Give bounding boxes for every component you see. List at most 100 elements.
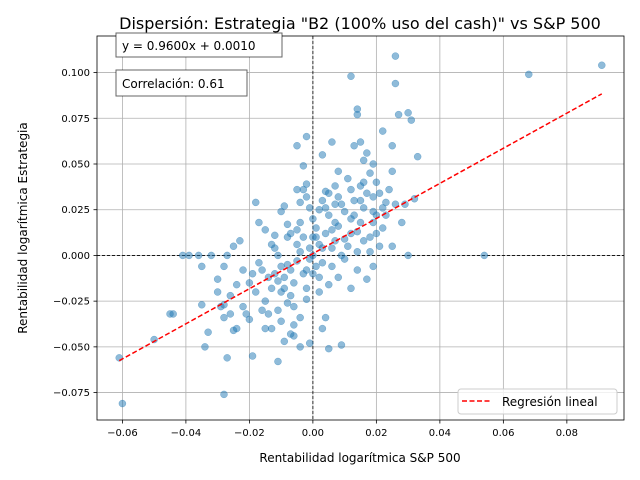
scatter-point <box>236 237 244 245</box>
scatter-point <box>299 269 308 278</box>
y-tick-label: −0.050 <box>53 342 90 353</box>
scatter-point <box>296 218 304 227</box>
scatter-point <box>480 251 489 260</box>
scatter-point <box>347 72 355 80</box>
scatter-point <box>369 160 377 168</box>
scatter-point <box>359 156 368 165</box>
scatter-point <box>198 262 206 271</box>
scatter-point <box>404 109 412 117</box>
scatter-point <box>356 196 365 205</box>
scatter-point <box>325 211 333 219</box>
scatter-point <box>232 280 241 289</box>
y-tick-label: −0.075 <box>53 388 90 399</box>
equation-text: y = 0.9600x + 0.0010 <box>122 39 256 53</box>
scatter-point <box>290 279 298 287</box>
scatter-point <box>350 211 358 219</box>
scatter-point <box>251 198 260 207</box>
x-tick-label: 0.08 <box>556 428 578 439</box>
scatter-point <box>347 284 355 293</box>
scatter-point <box>525 70 533 79</box>
scatter-point <box>286 291 295 300</box>
scatter-point <box>169 310 177 318</box>
scatter-point <box>366 233 374 241</box>
scatter-point <box>309 233 317 241</box>
legend-label: Regresión lineal <box>502 395 598 409</box>
scatter-point <box>334 273 343 282</box>
scatter-point <box>318 151 327 159</box>
scatter-point <box>118 399 127 408</box>
y-axis-ticks: −0.075 −0.050 −0.025 0.000 0.025 0.050 0.075 0.… <box>53 68 97 399</box>
equation-annotation: y = 0.9600x + 0.0010 <box>115 32 283 58</box>
scatter-point <box>309 215 317 223</box>
scatter-point <box>366 169 374 177</box>
scatter-point <box>305 204 314 212</box>
scatter-point <box>286 229 295 238</box>
scatter-point <box>388 242 396 251</box>
x-tick-label: 0.04 <box>429 428 451 439</box>
scatter-point <box>378 224 387 232</box>
scatter-point <box>293 185 301 194</box>
scatter-point <box>353 248 362 256</box>
scatter-point <box>331 182 339 190</box>
scatter-point <box>226 310 235 318</box>
scatter-point <box>315 205 323 214</box>
chart-title: Dispersión: Estrategia "B2 (100% uso del… <box>119 14 601 33</box>
scatter-point <box>407 116 416 124</box>
scatter-point <box>359 178 368 187</box>
scatter-point <box>248 269 257 278</box>
scatter-point <box>245 279 254 287</box>
scatter-point <box>271 231 279 240</box>
scatter-point <box>274 357 282 366</box>
scatter-point <box>296 343 304 351</box>
scatter-point <box>372 229 381 238</box>
legend: Regresión lineal <box>457 388 618 415</box>
scatter-point <box>248 352 257 360</box>
x-tick-label: 0.02 <box>365 428 387 439</box>
scatter-point <box>321 229 330 238</box>
scatter-point <box>232 324 241 333</box>
scatter-point <box>398 218 406 227</box>
scatter-point <box>363 189 371 198</box>
y-tick-label: 0.000 <box>61 251 90 262</box>
scatter-point <box>315 273 323 282</box>
x-tick-label: −0.04 <box>171 428 202 439</box>
scatter-point <box>331 200 339 208</box>
scatter-point <box>277 317 285 326</box>
scatter-point <box>331 218 339 227</box>
scatter-point <box>302 132 311 141</box>
scatter-point <box>369 193 377 201</box>
scatter-point <box>293 226 301 234</box>
correlation-text: Correlación: 0.61 <box>122 77 225 91</box>
scatter-point <box>302 284 311 293</box>
scatter-point <box>277 262 285 271</box>
scatter-point <box>325 280 333 289</box>
scatter-point <box>325 344 333 353</box>
scatter-point <box>372 178 381 187</box>
scatter-point <box>344 242 352 251</box>
scatter-point <box>204 328 212 336</box>
scatter-point <box>350 196 358 205</box>
scatter-point <box>213 288 222 296</box>
y-axis-label: Rentabilidad logarítmica Estrategia <box>16 122 30 334</box>
scatter-point <box>318 244 327 252</box>
scatter-point <box>328 226 336 234</box>
scatter-point <box>328 138 336 146</box>
scatter-point <box>299 162 308 170</box>
equation-box <box>115 32 283 58</box>
scatter-point <box>220 390 228 399</box>
scatter-point <box>242 310 250 318</box>
plot-frame <box>96 35 625 421</box>
x-tick-label: 0.06 <box>492 428 514 439</box>
scatter-point <box>340 207 349 216</box>
scatter-point <box>363 275 371 283</box>
scatter-point <box>258 266 266 274</box>
regression-line-group <box>118 93 603 362</box>
y-tick-label: −0.025 <box>53 297 90 308</box>
scatter-point <box>598 61 606 70</box>
scatter-point <box>299 233 308 241</box>
scatter-point <box>318 258 327 267</box>
scatter-point <box>239 266 247 274</box>
scatter-point <box>356 218 365 227</box>
scatter-point <box>334 193 343 201</box>
